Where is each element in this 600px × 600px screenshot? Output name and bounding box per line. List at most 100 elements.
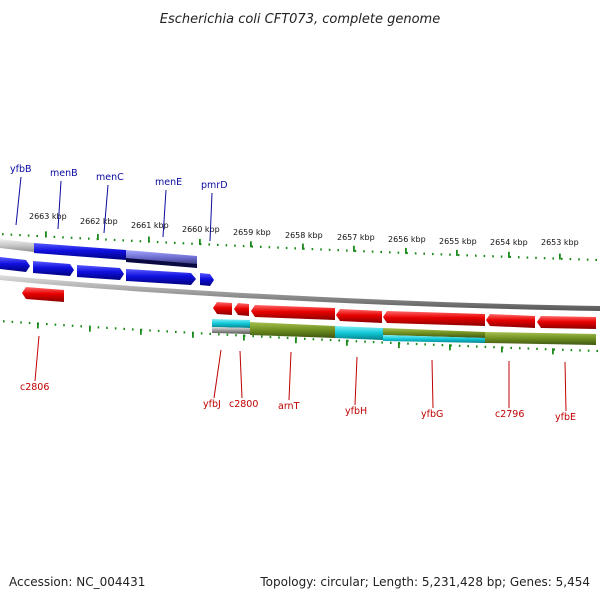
feature-block-olive-2 <box>383 328 485 338</box>
major-tick <box>243 334 245 341</box>
feature-block-olive-3 <box>485 332 596 345</box>
minor-tick <box>500 255 503 258</box>
minor-tick <box>261 335 263 338</box>
minor-tick <box>579 349 581 352</box>
minor-tick <box>569 257 572 261</box>
minor-tick <box>354 249 357 253</box>
gene-label-menE[interactable]: menE <box>155 177 182 188</box>
minor-tick <box>88 237 90 240</box>
minor-tick <box>235 334 237 337</box>
feature-block-blue <box>34 243 126 260</box>
minor-tick <box>492 255 494 258</box>
minor-tick <box>397 251 400 254</box>
minor-tick <box>183 331 186 334</box>
minor-tick <box>595 258 597 262</box>
gene-leader-line <box>34 335 40 382</box>
minor-tick <box>389 251 391 254</box>
minor-tick <box>10 233 13 236</box>
genome-backbone-upper <box>0 239 34 252</box>
minor-tick <box>27 234 30 237</box>
minor-tick <box>423 252 425 255</box>
minor-tick <box>328 248 331 251</box>
minor-tick <box>3 320 5 323</box>
minor-tick <box>415 342 418 346</box>
major-tick <box>353 245 355 252</box>
major-tick <box>405 247 407 254</box>
genome-backbone <box>0 275 600 311</box>
gene-menE-arrow[interactable] <box>126 269 196 285</box>
feature-block-cyan-2 <box>383 335 485 343</box>
minor-tick <box>329 338 332 342</box>
ruler-label: 2658 kbp <box>285 231 323 240</box>
major-tick <box>89 325 91 332</box>
gene-label-yfbE[interactable]: yfbE <box>555 412 576 423</box>
ruler-label: 2659 kbp <box>233 228 271 237</box>
ruler-label: 2653 kbp <box>541 238 579 247</box>
feature-block-purple <box>126 250 197 266</box>
gene-menC-arrow[interactable] <box>77 265 124 280</box>
minor-tick <box>381 341 383 344</box>
gene-yfbG-arrow[interactable] <box>383 311 485 326</box>
gene-yfbH-arrow[interactable] <box>336 309 382 323</box>
minor-tick <box>553 348 555 351</box>
major-tick <box>192 331 194 338</box>
gene-leader-line <box>162 189 167 238</box>
gene-leader-line <box>209 192 213 242</box>
gene-label-arnT[interactable]: arnT <box>278 401 300 412</box>
major-tick <box>346 339 348 346</box>
feature-block-grey-small <box>212 327 250 334</box>
gene-leader-line <box>288 351 292 401</box>
minor-tick <box>286 336 289 340</box>
minor-tick <box>390 341 392 344</box>
minor-tick <box>519 347 521 350</box>
gene-arnT-arrow[interactable] <box>251 305 335 320</box>
gene-label-yfbJ[interactable]: yfbJ <box>203 399 221 410</box>
minor-tick <box>234 244 236 247</box>
minor-tick <box>46 323 48 326</box>
gene-yfbB-arrow[interactable] <box>0 257 30 272</box>
minor-tick <box>380 250 382 254</box>
gene-c2800-arrow[interactable] <box>234 303 249 316</box>
gene-label-yfbG[interactable]: yfbG <box>421 409 443 420</box>
minor-tick <box>36 234 38 238</box>
gene-label-menC[interactable]: menC <box>96 172 124 183</box>
minor-tick <box>225 244 228 247</box>
minor-tick <box>165 241 167 244</box>
minor-tick <box>277 246 279 249</box>
gene-menB-arrow[interactable] <box>33 261 74 276</box>
minor-tick <box>371 250 374 253</box>
gene-label-yfbB[interactable]: yfbB <box>10 164 32 175</box>
minor-tick <box>561 257 563 260</box>
major-tick <box>449 344 451 351</box>
major-tick <box>559 253 561 260</box>
gene-yfbE-arrow[interactable] <box>537 316 596 329</box>
gene-label-c2796[interactable]: c2796 <box>495 409 524 420</box>
gene-leader-line <box>354 356 358 406</box>
gene-label-c2800[interactable]: c2800 <box>229 399 258 410</box>
gene-yfbJ-arrow[interactable] <box>213 302 232 315</box>
minor-tick <box>114 327 117 330</box>
minor-tick <box>596 349 598 353</box>
ruler-label: 2660 kbp <box>182 225 220 234</box>
minor-tick <box>372 340 375 344</box>
minor-tick <box>97 326 100 329</box>
gene-leader-line <box>239 350 243 399</box>
gene-label-pmrD[interactable]: pmrD <box>201 180 228 191</box>
upper-tick-track <box>2 231 597 262</box>
minor-tick <box>450 344 452 347</box>
gene-label-c2806[interactable]: c2806 <box>20 382 49 393</box>
minor-tick <box>321 338 323 341</box>
minor-tick <box>457 253 460 257</box>
gene-c2806-arrow[interactable] <box>22 287 64 302</box>
gene-label-menB[interactable]: menB <box>50 168 78 179</box>
minor-tick <box>337 249 339 252</box>
gene-c2796-arrow[interactable] <box>486 314 535 328</box>
gene-label-yfbH[interactable]: yfbH <box>345 406 367 417</box>
minor-tick <box>200 332 203 335</box>
minor-tick <box>527 347 530 350</box>
minor-tick <box>182 242 185 245</box>
minor-tick <box>355 340 358 343</box>
reverse-feature-band <box>212 319 596 345</box>
gene-pmrD-arrow[interactable] <box>200 273 214 286</box>
